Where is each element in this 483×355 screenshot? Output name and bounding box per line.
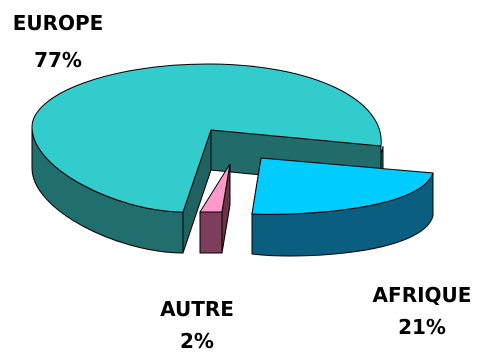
pie-slice-afrique bbox=[251, 157, 434, 257]
label-autre-pct: 2% bbox=[180, 329, 214, 353]
pie-slice-afrique-top bbox=[251, 157, 434, 215]
pie-slice-europe-top bbox=[31, 63, 382, 213]
pie-slice-europe bbox=[31, 63, 384, 254]
pie-slice-autre-wall bbox=[221, 163, 231, 254]
pie-slice-autre-side bbox=[199, 211, 223, 254]
label-europe: EUROPE bbox=[13, 11, 104, 35]
label-europe-pct: 77% bbox=[34, 48, 82, 72]
pie-slice-autre bbox=[199, 163, 231, 254]
label-afrique-pct: 21% bbox=[398, 315, 446, 339]
label-autre: AUTRE bbox=[160, 297, 234, 321]
label-afrique: AFRIQUE bbox=[373, 283, 472, 307]
